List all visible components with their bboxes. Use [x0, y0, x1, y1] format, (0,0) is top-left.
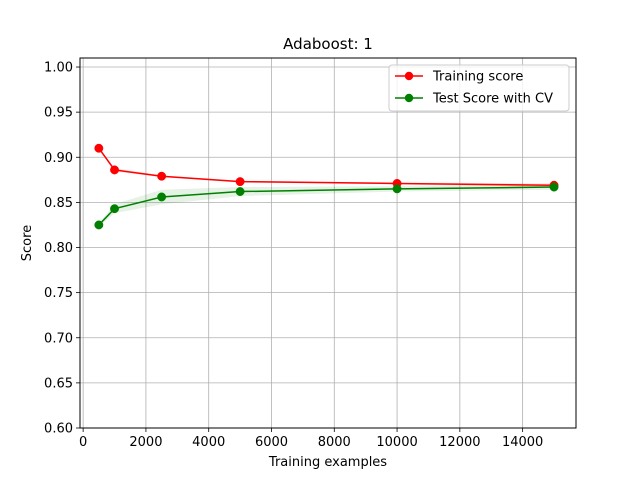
axes: 0 2000 4000 6000 8000 10000 12000 14000 0.60 0.65…: [44, 61, 543, 450]
y-tick-label: 0.85: [44, 196, 73, 211]
legend-label: Test Score with CV: [432, 92, 553, 107]
data-point: [94, 220, 104, 230]
series: [94, 143, 559, 230]
x-tick-label: 6000: [255, 435, 288, 450]
series-line: [98, 147, 555, 186]
legend-marker: [404, 93, 414, 103]
legend: Training score Test Score with CV: [388, 64, 570, 112]
x-tick-label: 2000: [129, 435, 162, 450]
y-tick-label: 1.00: [44, 61, 73, 76]
data-point: [110, 204, 119, 214]
legend-box: [388, 64, 570, 112]
y-tick-label: 0.80: [44, 241, 73, 256]
x-axis-label: Training examples: [268, 455, 387, 470]
x-tick-label: 12000: [439, 435, 480, 450]
y-axis-label: Score: [20, 225, 35, 261]
y-tick-label: 0.60: [44, 422, 73, 437]
x-tick-label: 0: [79, 435, 87, 450]
y-tick-label: 0.70: [44, 331, 73, 346]
legend-marker: [404, 71, 414, 81]
x-tick-label: 8000: [318, 435, 351, 450]
y-tick-label: 0.95: [44, 106, 73, 121]
data-point: [235, 177, 245, 187]
y-tick-label: 0.90: [44, 151, 73, 166]
data-point: [157, 171, 167, 181]
plot-frame: [79, 57, 577, 429]
y-tick-label: 0.75: [44, 286, 73, 301]
data-point: [157, 192, 167, 202]
confidence-bands: [98, 147, 555, 227]
data-point: [110, 165, 119, 175]
chart-title: Adaboost: 1: [283, 35, 373, 53]
data-point: [235, 187, 245, 197]
x-tick-label: 14000: [502, 435, 543, 450]
confidence-band: [98, 184, 555, 227]
data-point: [94, 143, 104, 153]
data-point: [392, 184, 402, 194]
x-tick-label: 10000: [376, 435, 417, 450]
legend-label: Training score: [432, 70, 523, 85]
data-point: [549, 182, 559, 192]
x-tick-label: 4000: [192, 435, 225, 450]
y-tick-label: 0.65: [44, 376, 73, 391]
